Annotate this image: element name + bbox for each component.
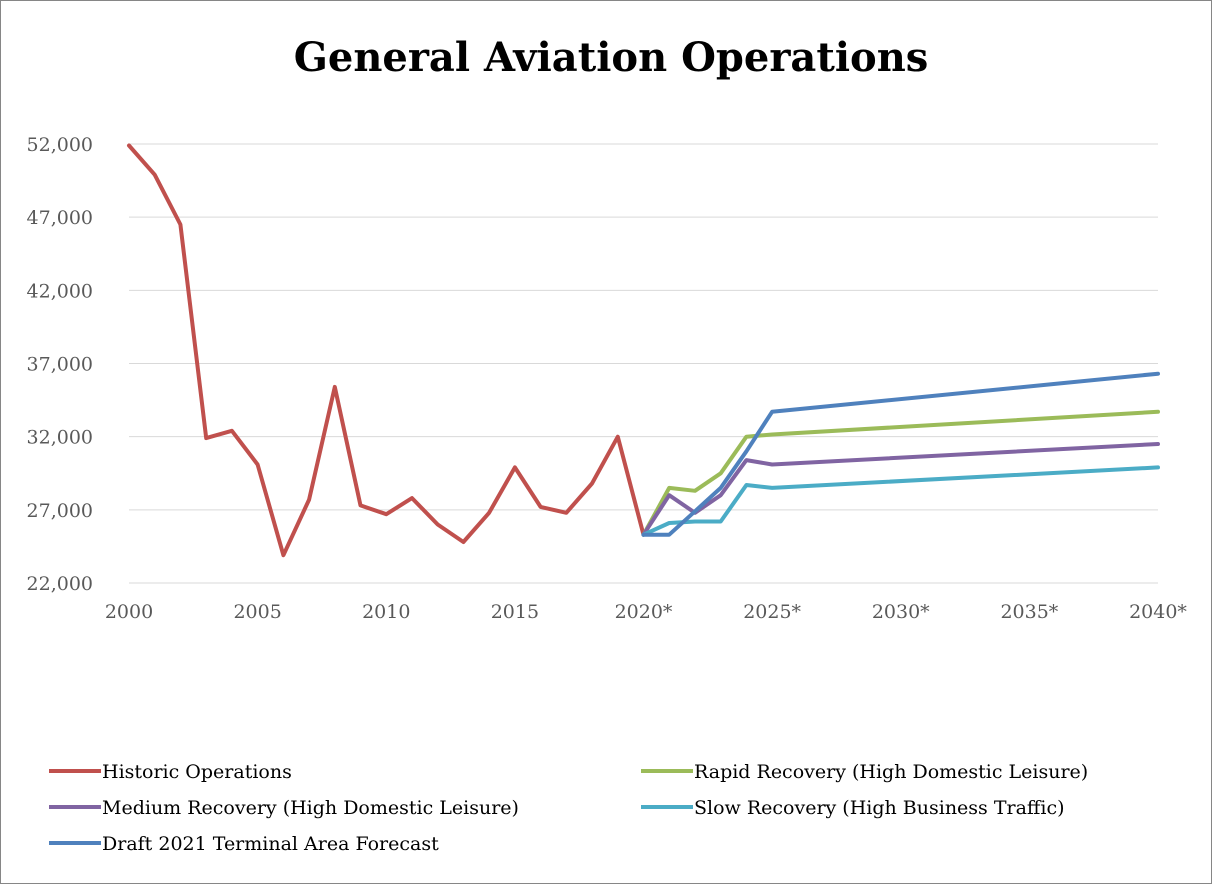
gridlines xyxy=(129,143,1158,584)
x-tick-label: 2035* xyxy=(1000,601,1058,623)
series-line-4 xyxy=(641,465,1160,537)
x-tick-label: 2005 xyxy=(233,601,281,623)
y-tick-label: 22,000 xyxy=(27,573,93,595)
y-tick-label: 42,000 xyxy=(27,280,93,302)
legend-label: Slow Recovery (High Business Traffic) xyxy=(694,797,1065,819)
x-tick-label: 2040* xyxy=(1129,601,1187,623)
y-axis-ticks: 22,000 27,000 32,000 37,000 42,000 47,000 52,0… xyxy=(27,134,93,595)
x-tick-label: 2010 xyxy=(362,601,410,623)
series-line-3 xyxy=(641,442,1160,537)
legend-label: Historic Operations xyxy=(102,761,292,783)
x-tick-label: 2020* xyxy=(615,601,673,623)
chart-title: General Aviation Operations xyxy=(294,34,929,81)
legend-label: Medium Recovery (High Domestic Leisure) xyxy=(102,797,519,819)
x-tick-label: 2030* xyxy=(872,601,930,623)
y-tick-label: 47,000 xyxy=(27,207,93,229)
y-tick-label: 37,000 xyxy=(27,354,93,376)
y-tick-label: 52,000 xyxy=(27,134,93,156)
x-tick-label: 2000 xyxy=(105,601,153,623)
legend-label: Rapid Recovery (High Domestic Leisure) xyxy=(694,761,1088,783)
series-line-5 xyxy=(641,371,1160,537)
y-tick-label: 32,000 xyxy=(27,427,93,449)
series-line-2 xyxy=(641,409,1160,537)
y-tick-label: 27,000 xyxy=(27,500,93,522)
x-tick-label: 2015 xyxy=(491,601,539,623)
series-line-1 xyxy=(127,143,646,558)
legend-label: Draft 2021 Terminal Area Forecast xyxy=(102,833,439,855)
x-axis-ticks: 2000 2005 2010 2015 2020* 2025* 2030* 2035* 2040… xyxy=(105,601,1188,623)
legend: Historic Operations Rapid Recovery (High … xyxy=(49,761,1088,855)
x-tick-label: 2025* xyxy=(743,601,801,623)
series-lines xyxy=(127,143,1160,558)
